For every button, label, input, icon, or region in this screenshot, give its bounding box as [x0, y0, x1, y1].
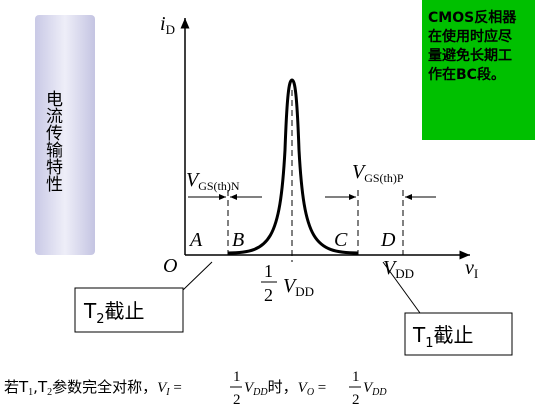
svg-text:1: 1 [264, 261, 273, 281]
vdd-label: VDD [383, 257, 414, 281]
note-box [422, 0, 535, 140]
note-line: CMOS反相器 [428, 9, 517, 26]
current-curve [227, 78, 359, 255]
callout-line [382, 261, 421, 314]
callout-t2 [74, 287, 184, 333]
vgs-p: VGS(th)P [352, 161, 404, 185]
note-line: 在使用时应尽 [428, 28, 513, 45]
side-label: 电流传输特性 [42, 90, 63, 192]
callout-t1-text: T1截止 [412, 323, 474, 351]
y-axis-label: iD [160, 13, 175, 37]
svg-text:B: B [232, 229, 244, 251]
half-vdd: 1 2 VDD [261, 261, 314, 305]
callout-line [182, 261, 213, 291]
callout-t2-text: T2截止 [83, 299, 145, 327]
dashed-lines [227, 90, 404, 262]
svg-text:D: D [380, 229, 396, 251]
vgs-n: VGS(th)N [186, 169, 240, 193]
svg-text:C: C [334, 229, 348, 251]
svg-text:2: 2 [264, 285, 273, 305]
origin: O [163, 255, 177, 277]
svg-text:VDD时，VO =: VDD时，VO = [244, 378, 326, 398]
svg-text:VDD: VDD [363, 380, 387, 398]
callout-t1 [404, 312, 513, 356]
svg-text:1: 1 [352, 369, 360, 385]
svg-text:若T1,T2参数完全对称，VI =: 若T1,T2参数完全对称，VI = [4, 378, 182, 398]
note-line: 量避免长期工 [428, 47, 512, 64]
x-axis-label: vI [465, 257, 478, 281]
svg-text:2: 2 [233, 392, 241, 408]
svg-text:1: 1 [233, 369, 241, 385]
footer: 若T1,T2参数完全对称，VI = 1 2 VDD时，VO = 1 2 VDD [4, 369, 387, 408]
region-labels: A B C D [188, 229, 396, 251]
svg-text:VDD: VDD [283, 275, 314, 299]
svg-text:A: A [188, 229, 203, 251]
note-line: 作在BC段。 [428, 66, 505, 83]
side-panel [35, 15, 95, 255]
svg-text:2: 2 [352, 392, 360, 408]
